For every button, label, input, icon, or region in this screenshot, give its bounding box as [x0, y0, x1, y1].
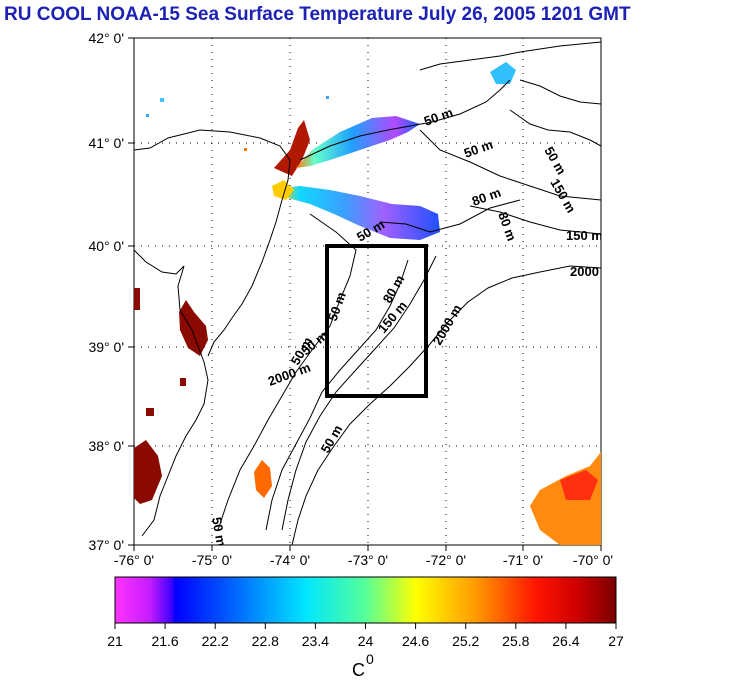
lon-tick-label: -76° 0'	[114, 552, 154, 568]
lon-tick-label: -72° 0'	[426, 552, 466, 568]
contour-label: 150 m	[566, 228, 603, 243]
longitude-ticks: -76° 0' -75° 0' -74° 0' -73° 0' -72° 0' -71° …	[114, 545, 613, 568]
colorbar-tick-label: 24	[358, 633, 374, 649]
colorbar-tick-label: 24.6	[402, 633, 429, 649]
colorbar-tick-label: 25.8	[502, 633, 529, 649]
lat-tick-label: 38° 0'	[88, 438, 124, 454]
coastline	[134, 41, 601, 537]
contour-label: 2000	[570, 264, 599, 279]
colorbar-ticks: 21 21.6 22.2 22.8 23.4 24 24.6 25.2 25.8 26.4 27	[107, 623, 624, 649]
colorbar-unit-superscript: 0	[366, 651, 374, 667]
lon-tick-label: -73° 0'	[348, 552, 388, 568]
contour-label: 50 m	[209, 516, 229, 548]
lon-tick-label: -70° 0'	[573, 552, 613, 568]
latitude-ticks: 42° 0' 41° 0' 40° 0' 39° 0' 38° 0' 37° 0'	[88, 30, 134, 553]
lat-tick-label: 41° 0'	[88, 135, 124, 151]
bathymetry-contours	[217, 129, 601, 545]
colorbar-unit: C	[352, 660, 365, 680]
colorbar-tick-label: 21.6	[151, 633, 178, 649]
map-title: RU COOL NOAA-15 Sea Surface Temperature …	[4, 4, 631, 25]
lon-tick-label: -75° 0'	[192, 552, 232, 568]
colorbar-tick-label: 25.2	[452, 633, 479, 649]
sst-data-patches	[134, 62, 601, 545]
map-frame	[133, 37, 602, 546]
colorbar-tick-label: 26.4	[552, 633, 579, 649]
study-area-box	[325, 244, 428, 398]
colorbar-tick-label: 21	[107, 633, 123, 649]
colorbar-tick-label: 23.4	[302, 633, 329, 649]
lat-tick-label: 39° 0'	[88, 339, 124, 355]
colorbar-tick-label: 27	[608, 633, 624, 649]
lat-tick-label: 40° 0'	[88, 238, 124, 254]
lat-tick-label: 42° 0'	[88, 30, 124, 46]
colorbar	[114, 576, 617, 624]
lat-tick-label: 37° 0'	[88, 537, 124, 553]
lon-tick-label: -74° 0'	[270, 552, 310, 568]
colorbar-tick-label: 22.2	[202, 633, 229, 649]
lon-tick-label: -71° 0'	[503, 552, 543, 568]
colorbar-tick-label: 22.8	[252, 633, 279, 649]
